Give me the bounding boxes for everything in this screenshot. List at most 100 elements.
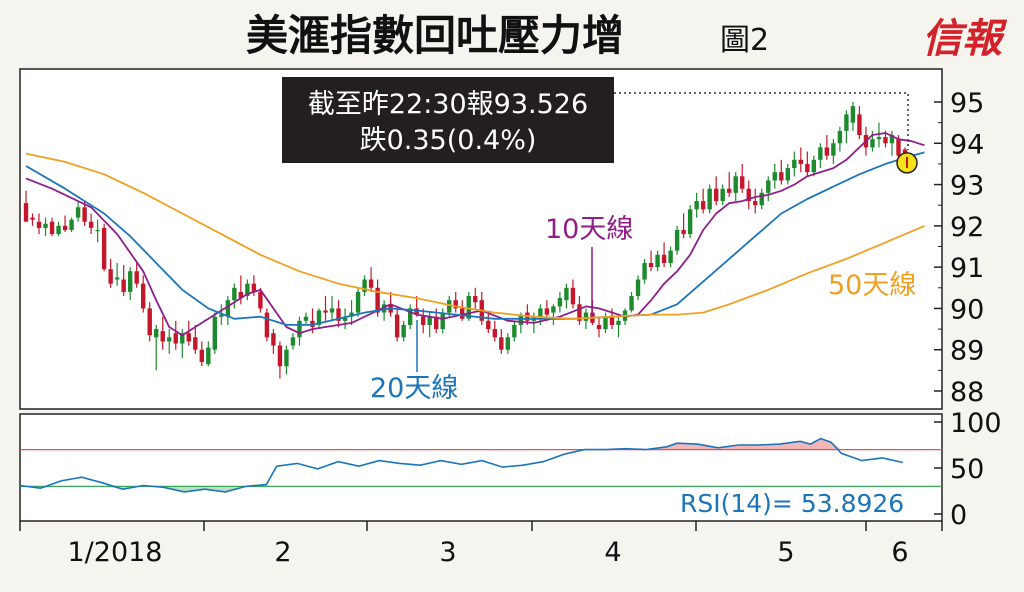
candle-body [303,316,309,321]
candle-body [427,316,432,325]
candle-body [564,287,569,301]
candle-body [30,217,35,220]
candle-body [707,188,712,210]
candle-body [870,139,875,148]
candle-body [824,147,830,156]
rsi-panel [19,413,943,522]
candle-body [134,271,139,284]
candle-body [258,291,263,309]
candle-body [167,337,172,342]
candle-body [674,229,680,251]
candle-body [88,221,94,228]
candle-body [655,254,660,268]
x-tick-label: 3 [439,537,456,568]
candle-body [733,176,738,193]
candle-body [798,159,804,164]
candle-body [101,227,107,270]
candle-body [681,229,686,235]
price-ytick-label: 89 [950,336,984,367]
candle-body [538,308,543,317]
candle-body [232,287,237,301]
candle-body [284,349,289,367]
candle-body [486,320,491,330]
ma50-label: 50天線 [828,270,916,301]
candle-body [583,312,589,321]
candle-body [329,308,335,313]
candle-body [407,308,413,325]
rsi-label: RSI(14)= 53.8926 [680,489,904,518]
candle-body [147,308,152,336]
candle-body [642,263,647,280]
candle-body [453,300,458,309]
candle-body [772,172,777,181]
candle-body [876,137,882,140]
ma20-label: 20天線 [370,373,458,404]
candle-body [648,263,654,268]
price-ytick-label: 93 [950,171,984,202]
x-tick-label: 1/2018 [68,537,163,568]
candle-body [720,188,725,202]
candle-body [499,337,504,350]
candle-body [154,329,159,338]
candle-body [323,310,328,313]
candle-body [518,314,524,325]
candle-body [368,279,374,288]
candle-body [837,130,843,144]
candle-body [95,229,100,232]
candle-body [180,333,185,344]
candle-body [394,314,400,338]
candle-body [759,192,764,206]
candle-body [544,308,550,315]
candle-body [69,219,74,230]
candle-body [687,209,693,235]
candle-body [173,333,178,344]
candle-body [141,283,146,309]
candle-body [62,225,68,230]
candle-body [238,291,244,299]
candle-body [49,221,55,235]
candle-body [727,188,732,193]
candle-body [206,347,211,365]
candle-body [889,135,895,144]
candle-body [440,312,445,330]
x-tick-label: 2 [274,537,291,568]
rsi-line [19,437,904,493]
candle-body [629,296,634,311]
price-ytick-label: 94 [950,129,984,160]
candle-body [310,320,315,328]
rsi-plot [19,437,942,493]
candle-body [401,324,406,338]
candle-body [114,277,120,280]
candle-body [362,279,367,292]
candle-body [316,310,322,325]
candle-body [831,143,836,156]
rsi-ytick-label: 0 [950,500,967,531]
candle-body [277,345,283,367]
candle-body [251,283,257,292]
candle-body [186,333,191,342]
candle-body [121,279,126,292]
candle-body [740,176,745,189]
candle-body [127,271,133,292]
candle-body [492,329,497,338]
ma-line-2 [25,152,925,320]
candle-body [219,314,224,317]
candle-body [896,139,901,156]
candle-body [746,188,751,202]
candle-body [596,324,602,330]
annotation-box [282,77,614,163]
candle-body [473,296,478,303]
candle-body [375,287,380,313]
rsi-overbought-fill [20,438,903,450]
rsi-ytick-label: 100 [950,408,1002,439]
candle-body [193,337,198,350]
annotation-leader [614,92,909,150]
candle-body [297,320,302,338]
candle-body [225,300,231,317]
x-tick-label: 4 [604,537,621,568]
candle-body [108,269,113,284]
candle-body [43,223,48,228]
price-ytick-label: 88 [950,377,984,408]
price-ytick-label: 91 [950,253,984,284]
